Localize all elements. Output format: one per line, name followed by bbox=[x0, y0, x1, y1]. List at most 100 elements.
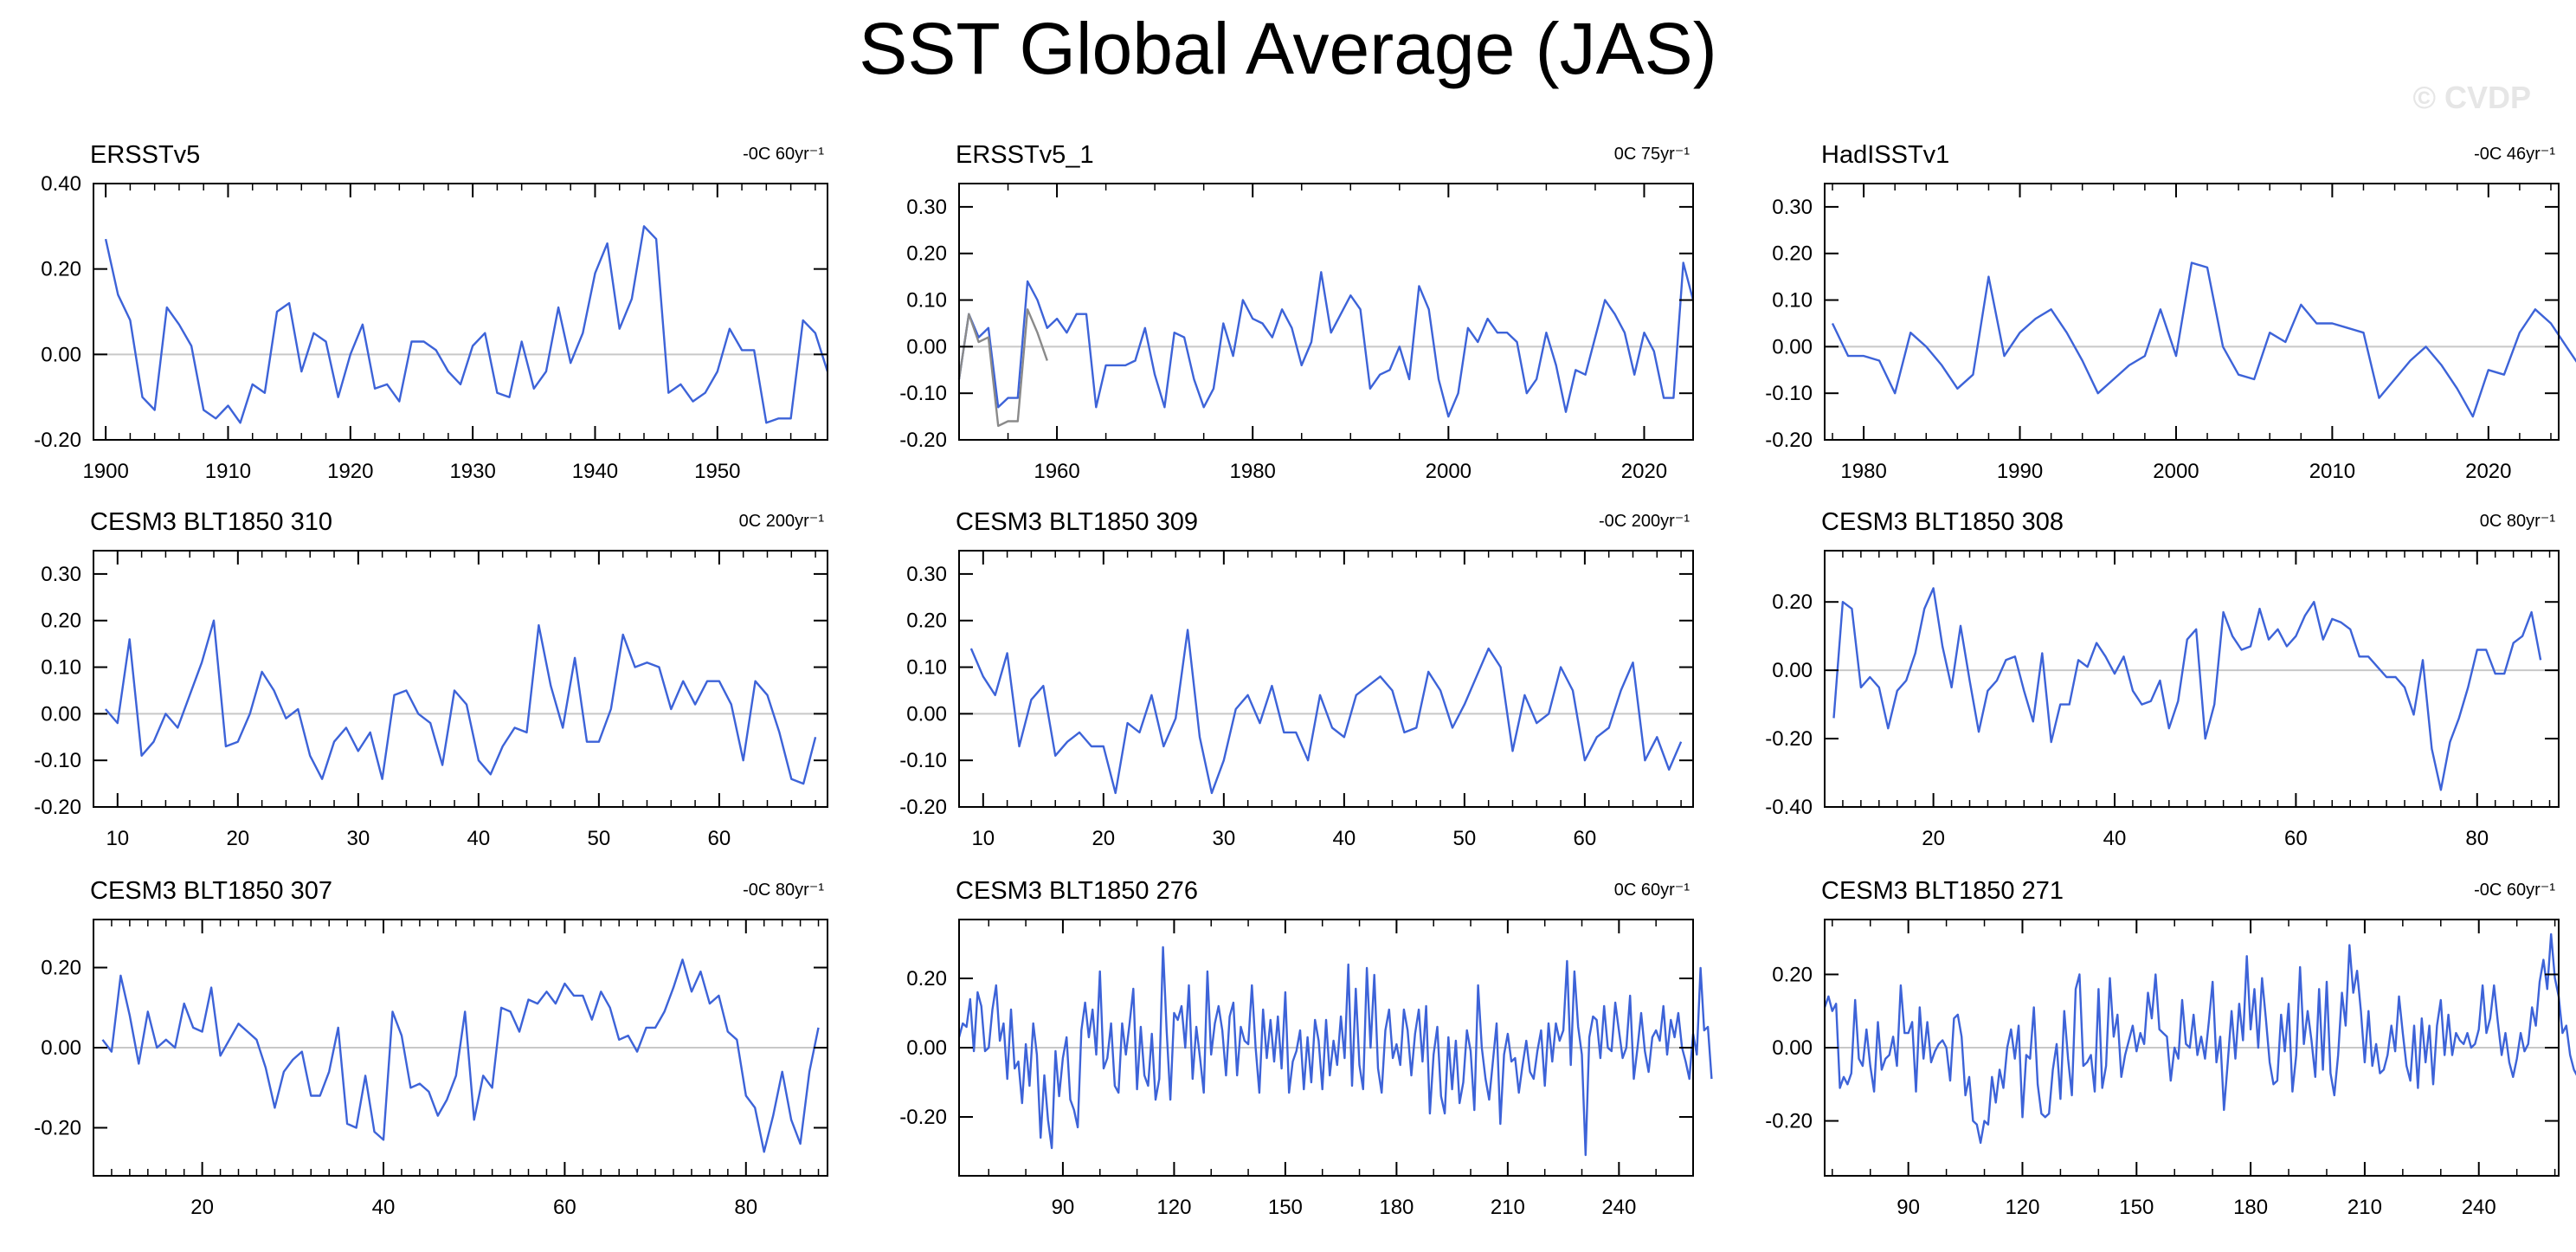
watermark: © CVDP bbox=[2412, 80, 2531, 115]
y-tick-label: -0.10 bbox=[34, 749, 81, 772]
y-tick-label: -0.10 bbox=[1765, 382, 1813, 405]
chart-panel: 1960 1980 2000 2020 -0.20 -0.10 0.00 0.10 0.20 0.… bbox=[899, 141, 1695, 483]
y-tick-label: 0.20 bbox=[41, 957, 81, 980]
x-tick-label: 2020 bbox=[2465, 460, 2511, 483]
x-tick-label: 90 bbox=[1897, 1196, 1920, 1219]
x-tick-label: 30 bbox=[1212, 827, 1235, 850]
y-tick-label: -0.10 bbox=[899, 749, 947, 772]
x-tick-label: 1920 bbox=[327, 460, 373, 483]
x-tick-label: 120 bbox=[2005, 1196, 2039, 1219]
y-tick-label: 0.20 bbox=[1772, 242, 1813, 266]
y-tick-label: 0.20 bbox=[1772, 963, 1813, 986]
x-tick-label: 50 bbox=[588, 827, 611, 850]
x-tick-label: 20 bbox=[1922, 827, 1945, 850]
panel-title: CESM3 BLT1850 308 bbox=[1821, 508, 2064, 536]
panel-title: CESM3 BLT1850 276 bbox=[956, 877, 1198, 905]
x-tick-label: 80 bbox=[734, 1196, 757, 1219]
chart-panel: 10 20 30 40 50 60 -0.20 -0.10 0.00 0.10 0.20 0.30 CE… bbox=[34, 508, 828, 850]
y-tick-label: -0.20 bbox=[1765, 1110, 1813, 1133]
x-tick-label: 60 bbox=[708, 827, 731, 850]
x-tick-label: 150 bbox=[1268, 1196, 1303, 1219]
plot-frame bbox=[93, 550, 828, 808]
plot-frame bbox=[1824, 550, 2560, 808]
x-tick-label: 40 bbox=[2103, 827, 2127, 850]
plot-frame bbox=[1824, 183, 2560, 441]
y-tick-label: 0.00 bbox=[906, 335, 947, 358]
y-tick-label: 0.20 bbox=[1772, 591, 1813, 614]
y-tick-label: -0.20 bbox=[34, 429, 81, 452]
series-line bbox=[1832, 587, 2542, 791]
plot-frame bbox=[958, 550, 1694, 808]
x-tick-label: 1930 bbox=[449, 460, 495, 483]
y-tick-label: 0.20 bbox=[906, 610, 947, 633]
x-tick-label: 2000 bbox=[2153, 460, 2199, 483]
series-line bbox=[969, 629, 1683, 795]
x-tick-label: 1990 bbox=[1997, 460, 2043, 483]
y-tick-label: 0.00 bbox=[906, 1036, 947, 1060]
x-tick-label: 1910 bbox=[205, 460, 251, 483]
y-tick-label: -0.40 bbox=[1765, 796, 1813, 819]
y-tick-label: 0.00 bbox=[1772, 335, 1813, 358]
y-tick-label: 0.20 bbox=[41, 258, 81, 281]
trend-label: -0C 200yr⁻¹ bbox=[1599, 512, 1690, 531]
y-tick-label: 0.30 bbox=[906, 563, 947, 586]
x-tick-label: 30 bbox=[346, 827, 370, 850]
panel-title: CESM3 BLT1850 307 bbox=[90, 877, 332, 905]
x-tick-label: 20 bbox=[1092, 827, 1115, 850]
x-tick-label: 210 bbox=[2347, 1196, 2382, 1219]
x-tick-label: 2010 bbox=[2309, 460, 2355, 483]
y-tick-label: 0.10 bbox=[1772, 289, 1813, 313]
y-tick-label: 0.00 bbox=[41, 343, 81, 366]
y-tick-label: 0.20 bbox=[41, 610, 81, 633]
trend-label: 0C 200yr⁻¹ bbox=[739, 512, 825, 531]
y-tick-label: -0.20 bbox=[899, 429, 947, 452]
chart-panel: 1900 1910 1920 1930 1940 1950 -0.20 0.00 0.20 0.4… bbox=[34, 141, 829, 483]
page-title: SST Global Average (JAS) bbox=[859, 8, 1717, 89]
y-tick-label: 0.20 bbox=[906, 967, 947, 991]
trend-label: 0C 60yr⁻¹ bbox=[1614, 881, 1690, 900]
series-line bbox=[104, 225, 829, 424]
series-line bbox=[101, 958, 820, 1153]
series-line bbox=[1823, 933, 2576, 1145]
x-tick-label: 60 bbox=[1574, 827, 1597, 850]
series-line bbox=[957, 261, 1695, 418]
plot-frame bbox=[958, 183, 1694, 441]
x-tick-label: 90 bbox=[1052, 1196, 1075, 1219]
x-tick-label: 2000 bbox=[1426, 460, 1472, 483]
y-tick-label: -0.20 bbox=[899, 1106, 947, 1129]
chart-panel: 20 40 60 80 -0.20 0.00 0.20 CESM3 BLT1850 307 -0… bbox=[34, 877, 828, 1219]
x-tick-label: 210 bbox=[1491, 1196, 1525, 1219]
x-tick-label: 1960 bbox=[1034, 460, 1079, 483]
x-tick-label: 240 bbox=[1601, 1196, 1636, 1219]
series-line bbox=[957, 945, 1713, 1157]
x-tick-label: 20 bbox=[226, 827, 249, 850]
series-line bbox=[104, 619, 817, 785]
x-tick-label: 40 bbox=[467, 827, 491, 850]
x-tick-label: 180 bbox=[1379, 1196, 1414, 1219]
y-tick-label: 0.10 bbox=[906, 656, 947, 680]
x-tick-label: 150 bbox=[2119, 1196, 2154, 1219]
y-tick-label: -0.20 bbox=[1765, 727, 1813, 751]
y-tick-label: 0.30 bbox=[41, 563, 81, 586]
x-tick-label: 120 bbox=[1156, 1196, 1191, 1219]
y-tick-label: 0.30 bbox=[1772, 196, 1813, 219]
panel-title: CESM3 BLT1850 310 bbox=[90, 508, 332, 536]
x-tick-label: 180 bbox=[2233, 1196, 2268, 1219]
x-tick-label: 1980 bbox=[1230, 460, 1276, 483]
trend-label: -0C 46yr⁻¹ bbox=[2474, 145, 2555, 164]
x-tick-label: 40 bbox=[372, 1196, 396, 1219]
secondary-series-line bbox=[957, 308, 1048, 428]
panel-title: ERSSTv5 bbox=[90, 141, 200, 169]
x-tick-label: 10 bbox=[971, 827, 995, 850]
y-tick-label: -0.20 bbox=[34, 1117, 81, 1140]
trend-label: 0C 80yr⁻¹ bbox=[2480, 512, 2556, 531]
y-tick-label: 0.00 bbox=[41, 1036, 81, 1060]
x-tick-label: 2020 bbox=[1621, 460, 1667, 483]
y-tick-label: 0.00 bbox=[1772, 1036, 1813, 1060]
y-tick-label: -0.20 bbox=[34, 796, 81, 819]
y-tick-label: 0.00 bbox=[906, 702, 947, 726]
y-tick-label: 0.10 bbox=[906, 289, 947, 313]
trend-label: -0C 80yr⁻¹ bbox=[743, 881, 824, 900]
y-tick-label: -0.20 bbox=[899, 796, 947, 819]
x-tick-label: 1940 bbox=[572, 460, 618, 483]
